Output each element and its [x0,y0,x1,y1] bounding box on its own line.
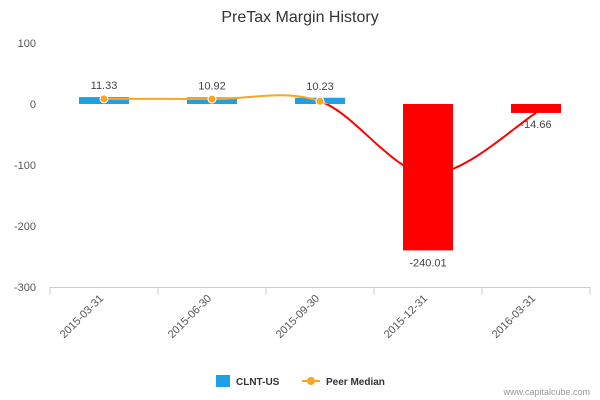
x-tick-label: 2015-09-30 [274,293,322,341]
y-tick-label: -100 [14,160,36,172]
bar [403,104,453,251]
legend-swatch-clnt[interactable] [216,375,230,387]
credit-text: www.capitalcube.com [502,387,590,397]
data-labels: 11.33 10.92 10.23 -240.01 -14.66 [91,80,552,269]
data-label: -14.66 [520,119,551,131]
data-label: 10.92 [198,80,226,92]
data-label: -240.01 [409,257,446,269]
y-tick-label: 100 [18,38,36,50]
bars [79,97,561,251]
data-label: 11.33 [91,80,118,92]
legend-label-clnt[interactable]: CLNT-US [236,377,280,388]
chart-title: PreTax Margin History [221,9,378,26]
legend[interactable]: CLNT-US Peer Median [216,375,385,388]
y-tick-label: -300 [14,282,36,294]
x-tick-label: 2016-03-31 [490,293,538,341]
x-tick-label: 2015-03-31 [58,293,106,341]
bar [511,104,561,113]
legend-marker-peer[interactable] [307,377,315,385]
peer-median-series [99,94,537,176]
data-label: 10.23 [306,81,334,93]
y-tick-label: -200 [14,221,36,233]
x-tick-label: 2015-12-31 [382,293,430,341]
legend-label-peer[interactable]: Peer Median [326,377,385,388]
peer-median-point [207,94,217,104]
x-tick-label: 2015-06-30 [166,293,214,341]
peer-median-point [99,94,109,104]
peer-median-line [103,94,537,176]
y-tick-label: 0 [30,99,36,111]
peer-median-point [315,96,325,106]
